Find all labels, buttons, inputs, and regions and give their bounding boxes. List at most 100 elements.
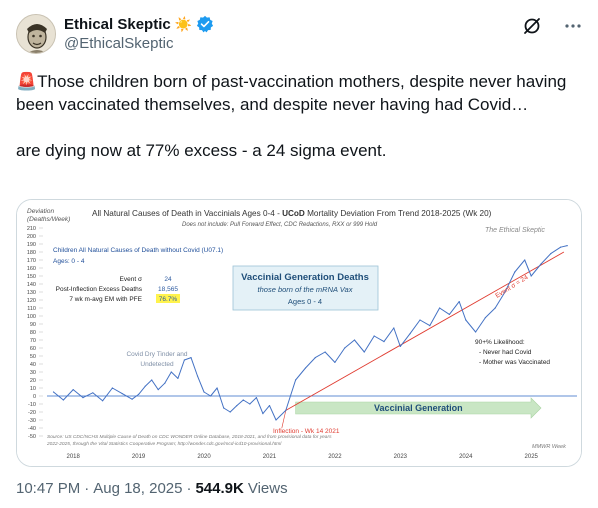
- chart-data-point: [494, 307, 496, 309]
- chart-data-point: [121, 393, 123, 395]
- chart-data-point: [465, 319, 467, 321]
- chart-data-point: [540, 263, 542, 265]
- chart-ytick-label: 160: [27, 266, 36, 272]
- chart-data-point: [236, 405, 238, 407]
- chart-title-bold: UCoD: [282, 209, 305, 218]
- user-handle[interactable]: @EthicalSkeptic: [64, 35, 174, 52]
- annotation-dry-tinder-2: Undetected: [140, 361, 174, 368]
- chart-ytick-label: 150: [27, 274, 36, 280]
- chart-data-point: [229, 411, 231, 413]
- separator-dot: ·: [186, 480, 192, 497]
- tweet-date[interactable]: Aug 18, 2025: [93, 480, 183, 497]
- chart-data-point: [210, 395, 212, 397]
- chart-legend-ages: Ages: 0 - 4: [53, 258, 85, 265]
- chart-data-point: [566, 245, 568, 247]
- chart-ytick-label: 100: [27, 314, 36, 320]
- chart-data-point: [304, 367, 307, 369]
- annotation-dry-tinder-1: Covid Dry Tinder and: [126, 351, 187, 358]
- chart-title: All Natural Causes of Death in Vaccinial…: [92, 209, 492, 218]
- chart-arrow-shape: [295, 397, 542, 419]
- vaccinial-generation-arrow: [295, 397, 542, 419]
- chart-title-suffix: Mortality Deviation From Trend 2018-2025…: [305, 209, 492, 218]
- chart-svg: -50 -40 -30 -20 -10 0 10 20 30 40 50 60 70 80 90 100 110…: [17, 200, 581, 466]
- chart-data-point: [530, 275, 532, 277]
- tweet-time[interactable]: 10:47 PM: [16, 480, 81, 497]
- chart-data-point: [285, 409, 287, 411]
- chart-data-point: [183, 359, 185, 361]
- chart-xtick-label: 2018: [66, 454, 80, 460]
- chart-data-point: [255, 397, 257, 399]
- chart-ytick-label: 170: [27, 258, 36, 264]
- chart-ylabel-2: (Deaths/Week): [27, 216, 70, 223]
- annotation-inflection: Inflection - Wk 14 2021: [273, 428, 340, 435]
- chart-ytick-label: 110: [27, 306, 36, 312]
- more-options-icon[interactable]: [564, 17, 582, 35]
- chart-ytick-label: 190: [27, 242, 36, 248]
- chart-data-point: [52, 391, 55, 393]
- chart-ytick-label: 60: [30, 346, 36, 352]
- chart-data-point: [524, 259, 526, 261]
- chart-ytick-label: -40: [28, 426, 36, 432]
- siren-emoji: 🚨: [16, 72, 38, 91]
- chart-data-point: [164, 382, 166, 384]
- chart-box-line3: Ages 0 - 4: [288, 297, 322, 306]
- tweet-media-chart[interactable]: -50 -40 -30 -20 -10 0 10 20 30 40 50 60 70 80 90 100 110…: [16, 199, 582, 467]
- chart-ytick-label: 210: [27, 226, 36, 232]
- chart-data-point: [448, 313, 450, 315]
- verified-badge-icon: [196, 15, 214, 33]
- stat-value-excess: 18,565: [158, 286, 178, 293]
- chart-ytick-label: 140: [27, 282, 36, 288]
- chart-box-line2: those born of the mRNA Vax: [258, 285, 353, 294]
- chart-watermark: The Ethical Skeptic: [485, 227, 545, 234]
- chart-data-point: [344, 347, 346, 349]
- tweet-text: 🚨Those children born of past-vaccination…: [16, 70, 582, 162]
- stat-highlight: [156, 294, 180, 303]
- chart-trend-line: [285, 251, 565, 411]
- chart-ytick-label: 130: [27, 290, 36, 296]
- avatar[interactable]: [16, 14, 56, 54]
- chart-ytick-label: -30: [28, 418, 36, 424]
- chart-data-point: [177, 377, 179, 379]
- chart-data-point: [409, 333, 411, 335]
- chart-data-point: [249, 403, 251, 405]
- chart-title-prefix: All Natural Causes of Death in Vaccinial…: [92, 209, 282, 218]
- stat-label-em: 7 wk m-avg EM with PFE: [69, 296, 142, 303]
- chart-inflection-marker: [281, 410, 287, 429]
- chart-ytick-label: 180: [27, 250, 36, 256]
- chart-ytick-label: 120: [27, 298, 36, 304]
- name-row: Ethical Skeptic ☀️: [64, 15, 214, 33]
- chart-data-point: [373, 335, 375, 337]
- chart-data-point: [111, 387, 113, 389]
- chart-xtick-label: 2020: [197, 454, 211, 460]
- chart-data-point: [295, 379, 297, 381]
- header-actions: [522, 16, 582, 36]
- chart-data-point: [399, 345, 401, 347]
- chart-data-point: [353, 339, 356, 341]
- chart-data-point: [157, 389, 159, 391]
- chart-data-point: [223, 407, 225, 409]
- chart-data-point: [262, 413, 264, 415]
- display-name[interactable]: Ethical Skeptic: [64, 15, 171, 33]
- chart-callout-box: [232, 265, 379, 311]
- chart-data-point: [560, 246, 562, 248]
- chart-legend-title: Children All Natural Causes of Death wit…: [53, 247, 223, 254]
- annotation-likelihood-title: 90+% Likelihood:: [475, 339, 525, 346]
- chart-data-point: [82, 397, 84, 399]
- chart-xtick-label: 2019: [132, 454, 146, 460]
- views-label: Views: [247, 480, 288, 497]
- chart-data-point: [268, 405, 271, 407]
- chart-data-point: [504, 291, 506, 293]
- chart-data-point: [363, 351, 365, 353]
- chart-data-point: [439, 307, 441, 309]
- grok-icon[interactable]: [522, 16, 542, 36]
- chart-data-point: [458, 301, 460, 303]
- chart-ytick-label: -50: [28, 434, 36, 440]
- tweet-footer: 10:47 PM · Aug 18, 2025 · 544.9K Views: [16, 480, 288, 497]
- annotation-likelihood-1: - Never had Covid: [479, 349, 532, 356]
- chart-ytick-label: 70: [30, 338, 36, 344]
- chart-data-point: [216, 387, 218, 389]
- chart-xtick-label: 2022: [328, 454, 342, 460]
- chart-data-point: [314, 357, 316, 359]
- chart-data-point: [383, 341, 385, 343]
- chart-data-point: [62, 399, 64, 401]
